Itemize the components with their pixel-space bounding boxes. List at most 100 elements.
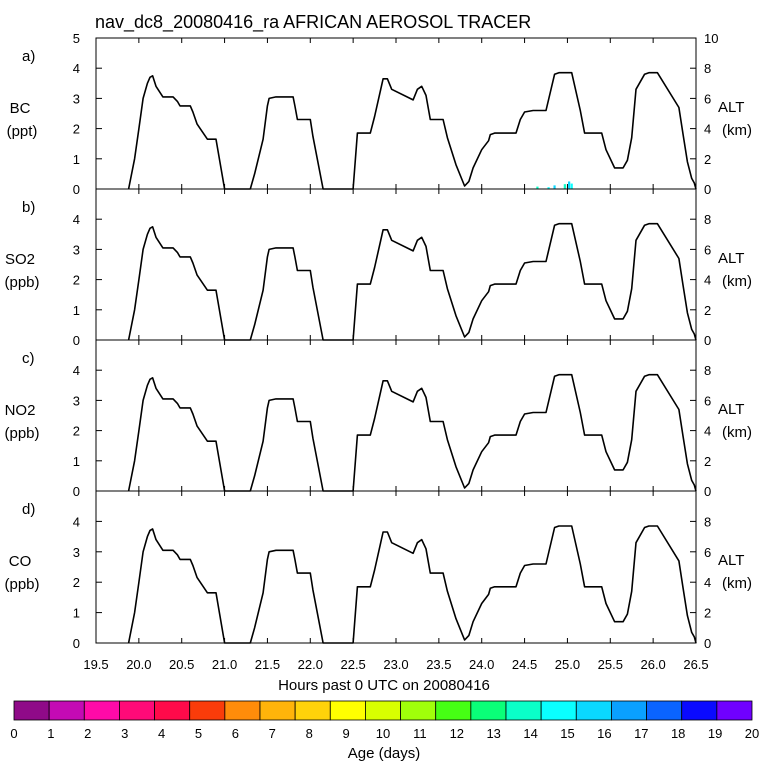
alt-unit-label: (km) — [722, 424, 752, 441]
colorbar-tick-label: 6 — [232, 726, 239, 741]
colorbar-swatch — [189, 700, 226, 721]
altitude-trace — [127, 525, 697, 644]
alt-label: ALT — [718, 250, 744, 267]
left-tick-label: 2 — [73, 122, 80, 137]
colorbar-swatch — [470, 700, 507, 721]
right-tick-label: 0 — [704, 333, 711, 348]
unit-label: (ppb) — [4, 576, 39, 593]
colorbar-swatch — [716, 700, 753, 721]
left-tick-label: 2 — [73, 424, 80, 439]
right-tick-label: 4 — [704, 273, 711, 288]
alt-unit-label: (km) — [722, 273, 752, 290]
colorbar-swatch — [575, 700, 612, 721]
right-tick-label: 6 — [704, 242, 711, 257]
colorbar-tick-label: 1 — [47, 726, 54, 741]
left-tick-label: 1 — [73, 303, 80, 318]
x-tick-label: 19.5 — [83, 657, 108, 672]
x-tick-label: 26.5 — [683, 657, 708, 672]
alt-unit-label: (km) — [722, 575, 752, 592]
colorbar-tick-label: 10 — [376, 726, 390, 741]
panel-no2: 0 1 2 3 4 0 2 4 6 8 c) NO2 (ppb) ALT (km) — [4, 339, 752, 499]
alt-label: ALT — [718, 552, 744, 569]
colorbar-swatch — [119, 700, 155, 721]
colorbar-swatch — [400, 700, 437, 721]
right-tick-label: 4 — [704, 424, 711, 439]
left-tick-label: 1 — [73, 152, 80, 167]
colorbar-swatch — [681, 700, 718, 721]
left-tick-label: 0 — [73, 484, 80, 499]
colorbar-tick-label: 11 — [413, 726, 427, 741]
left-tick-label: 1 — [73, 606, 80, 621]
left-tick-label: 4 — [73, 514, 80, 529]
altitude-trace — [127, 71, 697, 190]
panel-frame — [95, 490, 697, 644]
x-tick-label: 26.0 — [640, 657, 665, 672]
right-tick-label: 4 — [704, 575, 711, 590]
right-tick-label: 2 — [704, 606, 711, 621]
chart-title: nav_dc8_20080416_ra AFRICAN AEROSOL TRAC… — [95, 12, 531, 33]
right-tick-label: 6 — [704, 545, 711, 560]
colorbar-swatch — [365, 700, 401, 721]
colorbar-tick-label: 4 — [158, 726, 165, 741]
species-label: CO — [9, 553, 32, 570]
species-label: NO2 — [5, 402, 36, 419]
species-label: BC — [10, 100, 31, 117]
left-tick-label: 4 — [73, 363, 80, 378]
x-axis: 19.5 20.0 20.5 21.0 21.5 22.0 22.5 23.0 23.5 24.0… — [83, 657, 708, 672]
colorbar-swatch — [154, 700, 191, 721]
alt-unit-label: (km) — [722, 122, 752, 139]
x-tick-label: 24.0 — [469, 657, 494, 672]
left-tick-label: 3 — [73, 242, 80, 257]
left-tick-label: 0 — [73, 182, 80, 197]
colorbar-tick-label: 0 — [10, 726, 17, 741]
panel-so2: 0 1 2 3 4 0 2 4 6 8 b) SO2 (ppb) ALT (km) — [4, 188, 752, 348]
right-tick-label: 8 — [704, 363, 711, 378]
x-tick-label: 20.0 — [126, 657, 151, 672]
right-tick-label: 2 — [704, 303, 711, 318]
colorbar-swatch — [224, 700, 261, 721]
colorbar-tick-label: 13 — [486, 726, 500, 741]
x-tick-label: 22.5 — [340, 657, 365, 672]
altitude-trace — [127, 222, 697, 341]
left-tick-label: 3 — [73, 393, 80, 408]
colorbar-swatch — [48, 700, 85, 721]
right-tick-label: 2 — [704, 454, 711, 469]
colorbar-swatch — [611, 700, 647, 721]
colorbar-tick-label: 20 — [745, 726, 759, 741]
x-tick-label: 23.0 — [383, 657, 408, 672]
right-tick-label: 0 — [704, 182, 711, 197]
unit-label: (ppb) — [4, 274, 39, 291]
left-tick-label: 2 — [73, 575, 80, 590]
panel-frame — [95, 188, 697, 341]
colorbar-tick-label: 14 — [523, 726, 537, 741]
colorbar-tick-label: 7 — [269, 726, 276, 741]
colorbar-swatch — [435, 700, 472, 721]
right-tick-label: 2 — [704, 152, 711, 167]
panel-letter: c) — [22, 350, 35, 367]
colorbar-tick-label: 12 — [450, 726, 464, 741]
x-axis-label: Hours past 0 UTC on 20080416 — [278, 677, 490, 694]
left-tick-label: 3 — [73, 91, 80, 106]
left-tick-label: 0 — [73, 636, 80, 651]
right-tick-label: 6 — [704, 91, 711, 106]
colorbar-tick-label: 3 — [121, 726, 128, 741]
panel-co: 0 1 2 3 4 0 2 4 6 8 d) CO (ppb) ALT (km) — [4, 490, 752, 651]
panel-bc: 0 1 2 3 4 5 0 2 4 6 8 10 a) BC (ppt) ALT (km) — [7, 31, 752, 197]
colorbar-tick-label: 17 — [634, 726, 648, 741]
x-tick-label: 22.0 — [298, 657, 323, 672]
left-tick-label: 4 — [73, 61, 80, 76]
left-tick-label: 0 — [73, 333, 80, 348]
right-tick-label: 8 — [704, 61, 711, 76]
left-tick-label: 4 — [73, 212, 80, 227]
x-tick-label: 23.5 — [426, 657, 451, 672]
unit-label: (ppt) — [7, 123, 38, 140]
panels: 0123450246810a)BC(ppt)ALT(km)0123402468b… — [4, 31, 752, 651]
colorbar-swatch — [259, 700, 296, 721]
alt-label: ALT — [718, 401, 744, 418]
x-tick-label: 25.0 — [555, 657, 580, 672]
colorbar-tick-label: 9 — [342, 726, 349, 741]
colorbar: 0 1 2 3 4 5 6 7 8 9 10 11 12 13 14 15 16 17 18 19 20 — [10, 700, 759, 741]
colorbar-tick-label: 15 — [560, 726, 574, 741]
colorbar-swatch — [83, 700, 120, 721]
right-tick-label: 8 — [704, 212, 711, 227]
